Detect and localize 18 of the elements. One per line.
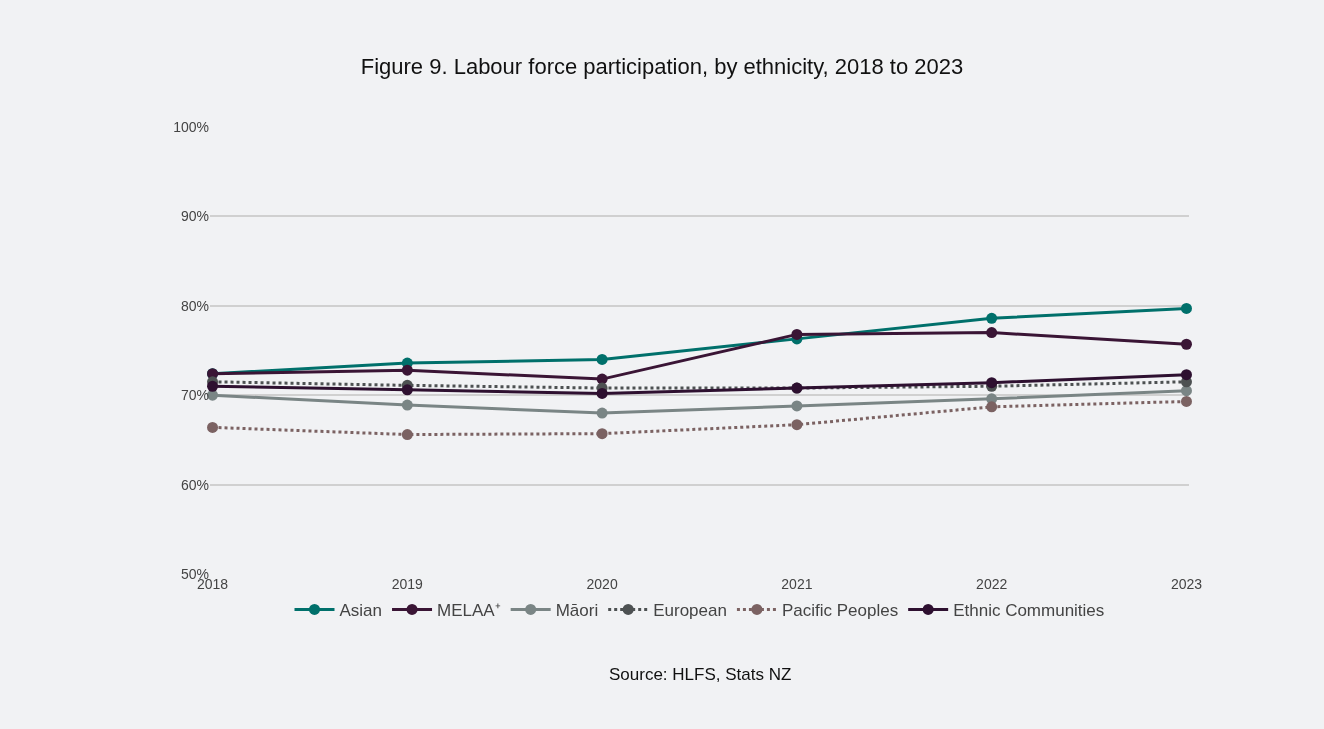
x-tick-label: 2023	[1170, 576, 1203, 592]
chart-title: Figure 9. Labour force participation, by ethnicity, 2018 to 2023	[360, 53, 964, 79]
y-tick-label: 60%	[180, 476, 209, 493]
y-tick-label: 90%	[180, 208, 209, 225]
legend-label: Māori	[555, 601, 599, 621]
legend-label: Ethnic Communities	[953, 601, 1105, 621]
y-tick-label: 70%	[180, 387, 209, 404]
legend-label: Pacific Peoples	[781, 601, 899, 621]
source-note: Source: HLFS, Stats NZ	[609, 665, 792, 684]
x-tick-label: 2019	[391, 576, 424, 592]
legend-label: MELAA⁺	[437, 601, 501, 621]
y-tick-label: 80%	[180, 297, 209, 314]
y-tick-label: 100%	[173, 118, 209, 135]
x-tick-label: 2022	[976, 576, 1008, 592]
legend-label: European	[653, 601, 727, 621]
x-tick-label: 2021	[781, 576, 813, 592]
x-tick-label: 2020	[586, 576, 618, 592]
legend-label: Asian	[339, 601, 383, 621]
